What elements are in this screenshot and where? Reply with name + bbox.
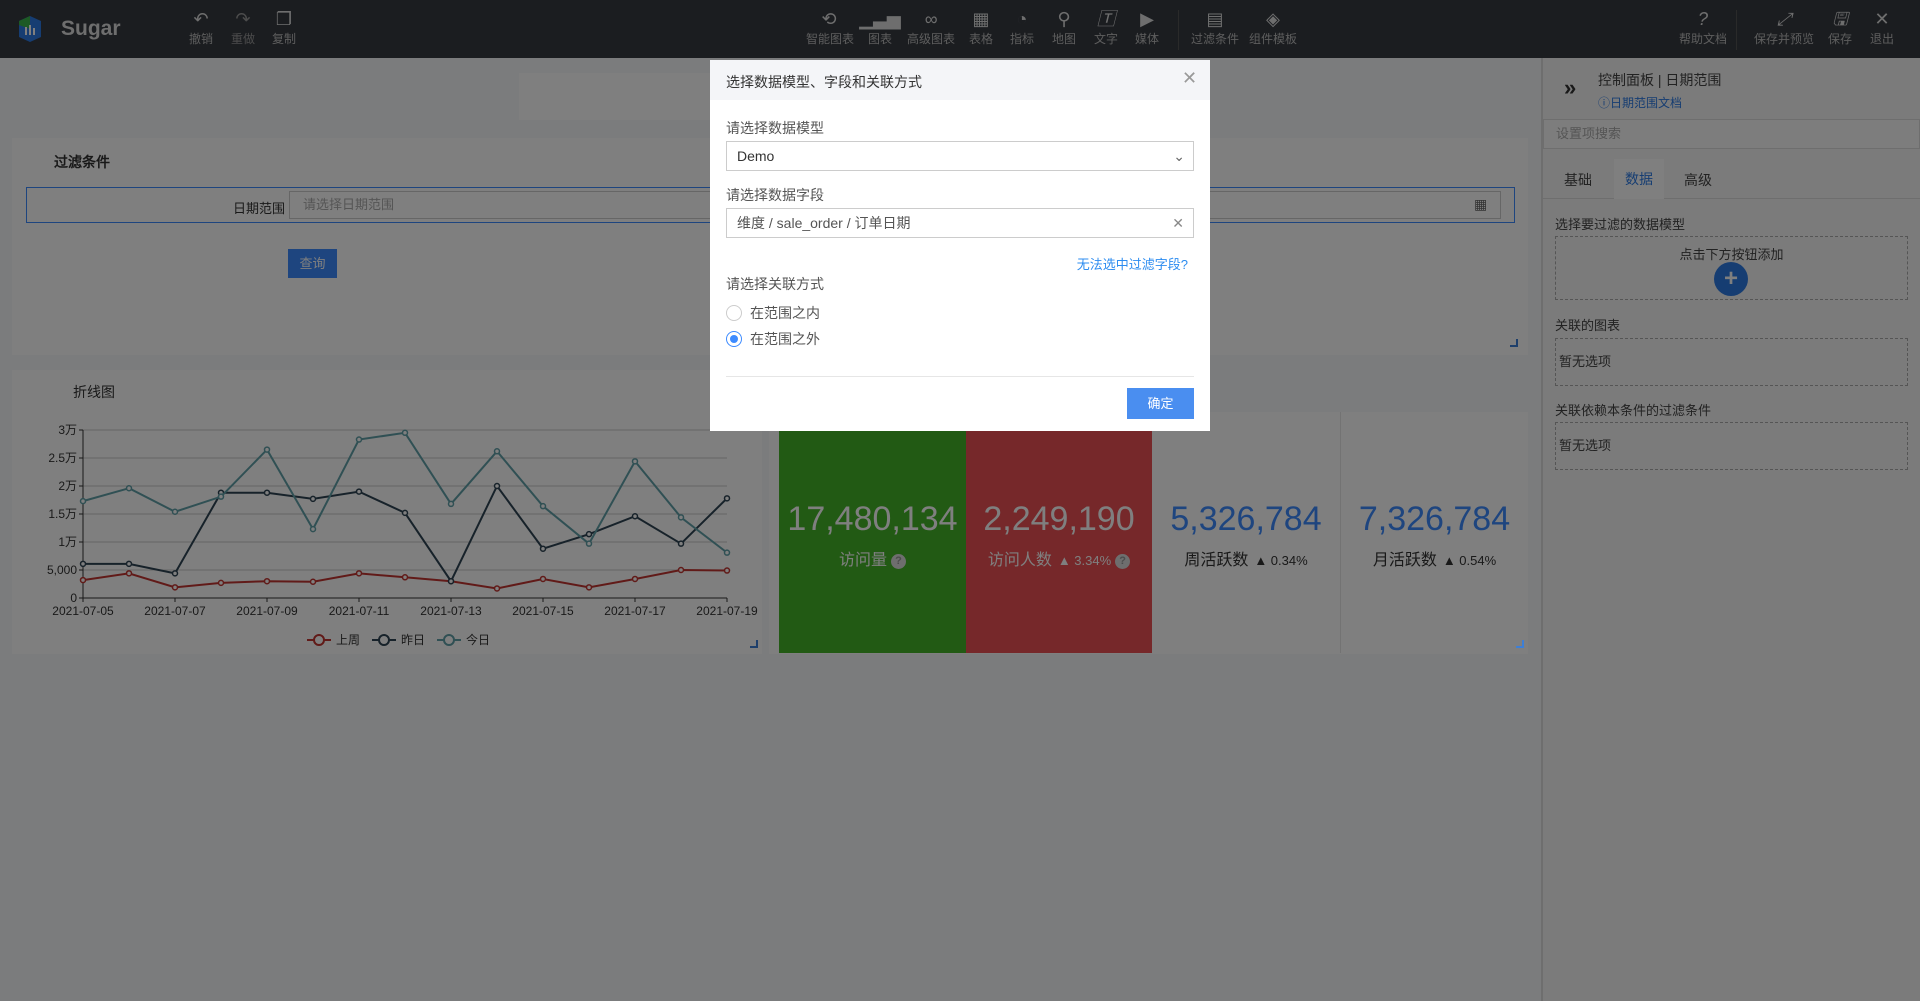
field-cascader[interactable]: 维度 / sale_order / 订单日期 ✕ (726, 208, 1194, 238)
dialog-divider (726, 376, 1194, 377)
dialog-title: 选择数据模型、字段和关联方式 (726, 74, 922, 90)
select-model-dialog: 选择数据模型、字段和关联方式 ✕ 请选择数据模型 Demo ⌄ 请选择数据字段 维… (710, 60, 1210, 431)
field-cascader-value: 维度 / sale_order / 订单日期 (737, 215, 911, 231)
clear-icon[interactable]: ✕ (1172, 215, 1184, 231)
dialog-header (710, 60, 1210, 100)
resize-handle[interactable] (1516, 640, 1524, 648)
radio-label: 在范围之外 (750, 331, 820, 347)
model-label: 请选择数据模型 (726, 120, 824, 136)
close-dialog-icon[interactable]: ✕ (1182, 68, 1198, 88)
radio-within[interactable]: 在范围之内 (726, 303, 820, 323)
chevron-down-icon: ⌄ (1173, 148, 1185, 164)
confirm-button[interactable]: 确定 (1127, 388, 1194, 419)
radio-outside[interactable]: 在范围之外 (726, 329, 820, 349)
relation-label: 请选择关联方式 (726, 276, 824, 292)
help-link[interactable]: 无法选中过滤字段? (1076, 257, 1188, 272)
radio-label: 在范围之内 (750, 305, 820, 321)
model-select-value: Demo (737, 148, 775, 164)
radio-circle[interactable] (726, 305, 742, 321)
radio-circle-checked[interactable] (726, 331, 742, 347)
model-select[interactable]: Demo ⌄ (726, 141, 1194, 171)
field-label: 请选择数据字段 (726, 187, 824, 203)
